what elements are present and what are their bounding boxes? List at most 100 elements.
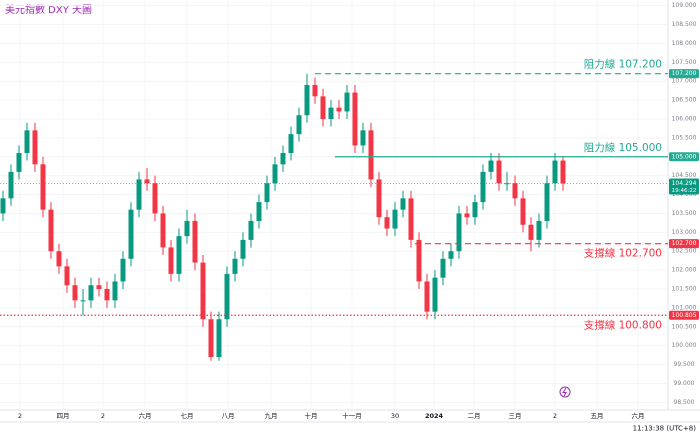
candle-body bbox=[280, 153, 286, 165]
x-tick-label: 七月 bbox=[181, 411, 194, 420]
y-tick-label: 104.500 bbox=[672, 172, 697, 179]
x-tick-label: 30 bbox=[391, 412, 399, 420]
candle-body bbox=[440, 258, 446, 278]
level-label: 阻力線 107.200 bbox=[584, 58, 662, 71]
x-tick-label: 十月 bbox=[305, 411, 318, 420]
candle-body bbox=[496, 160, 502, 184]
candle-body bbox=[288, 134, 294, 153]
candle-body bbox=[192, 221, 198, 263]
x-tick-label: 八月 bbox=[222, 412, 235, 420]
candle-body bbox=[160, 213, 166, 248]
y-tick-label: 106.500 bbox=[672, 97, 697, 104]
y-tick-label: 99.500 bbox=[674, 361, 695, 368]
candle-body bbox=[424, 281, 430, 312]
candle-body bbox=[448, 251, 454, 259]
candle-body bbox=[48, 209, 54, 252]
y-tick-label: 103.500 bbox=[672, 210, 697, 217]
candle-body bbox=[456, 213, 462, 252]
candle-body bbox=[352, 92, 358, 146]
x-tick-label: 九月 bbox=[265, 411, 278, 420]
x-tick-label: 六月 bbox=[632, 411, 645, 420]
candle-body bbox=[232, 258, 238, 274]
y-tick-label: 102.500 bbox=[672, 248, 697, 255]
candle-body bbox=[112, 281, 118, 301]
candle-body bbox=[368, 130, 374, 180]
level-axis-tag bbox=[669, 69, 699, 79]
candle-body bbox=[344, 92, 350, 112]
candle-body bbox=[400, 198, 406, 210]
x-tick-label: 2 bbox=[553, 412, 557, 420]
candle-body bbox=[208, 319, 214, 357]
candle-body bbox=[152, 183, 158, 214]
x-tick-label: 十一月 bbox=[342, 411, 362, 420]
x-tick-label: 六月 bbox=[139, 411, 152, 420]
current-price-label: 104.294 bbox=[672, 180, 697, 187]
level-label: 支撐線 100.800 bbox=[584, 318, 662, 331]
candle-body bbox=[520, 198, 526, 225]
candle-body bbox=[408, 198, 414, 240]
level-axis-tag-label: 105.000 bbox=[672, 153, 697, 160]
candle-body bbox=[472, 202, 478, 218]
candle-body bbox=[560, 160, 566, 184]
candle-body bbox=[200, 262, 206, 320]
y-tick-label: 107.500 bbox=[672, 59, 697, 66]
y-tick-label: 108.000 bbox=[672, 40, 697, 47]
candle-body bbox=[488, 160, 494, 172]
candle-body bbox=[240, 239, 246, 259]
level-axis-tag bbox=[669, 310, 699, 320]
level-label: 阻力線 105.000 bbox=[584, 141, 662, 154]
candle-body bbox=[512, 183, 518, 199]
candle-body bbox=[320, 96, 326, 119]
event-icon[interactable] bbox=[559, 386, 571, 398]
candle-body bbox=[536, 221, 542, 240]
candle-body bbox=[384, 217, 390, 229]
y-tick-label: 102.000 bbox=[672, 267, 697, 274]
y-tick-label: 98.500 bbox=[674, 399, 695, 406]
candle-body bbox=[272, 164, 278, 184]
candle-body bbox=[64, 266, 70, 286]
candle-body bbox=[168, 247, 174, 274]
y-tick-label: 101.500 bbox=[672, 286, 697, 293]
candle-body bbox=[544, 183, 550, 221]
current-price-tag bbox=[669, 178, 699, 195]
level-axis-tag-label: 100.805 bbox=[672, 312, 697, 319]
candle-body bbox=[88, 285, 94, 301]
level-axis-tag bbox=[669, 239, 699, 249]
current-price-countdown: 19:46:22 bbox=[672, 188, 697, 194]
y-tick-label: 105.500 bbox=[672, 134, 697, 141]
candle-body bbox=[136, 179, 142, 210]
candle-body bbox=[336, 107, 342, 112]
y-tick-label: 108.500 bbox=[672, 21, 697, 28]
candle-body bbox=[552, 160, 558, 184]
candle-body bbox=[40, 164, 46, 210]
candle-body bbox=[128, 209, 134, 259]
candle-body bbox=[256, 202, 262, 221]
x-tick-label: 2024 bbox=[425, 412, 444, 420]
event-icon-bolt bbox=[562, 387, 567, 397]
candle-body bbox=[264, 183, 270, 203]
candle-body bbox=[432, 277, 438, 312]
x-tick-label: 三月 bbox=[509, 412, 522, 420]
candle-body bbox=[328, 107, 334, 119]
candle-body bbox=[376, 179, 382, 218]
candle-body bbox=[32, 130, 38, 165]
candle-body bbox=[224, 273, 230, 320]
level-axis-tag-label: 107.200 bbox=[672, 70, 697, 77]
y-tick-label: 106.000 bbox=[672, 116, 697, 123]
candle-body bbox=[16, 153, 22, 172]
y-tick-label: 101.000 bbox=[672, 304, 697, 311]
x-tick-label: 二月 bbox=[468, 412, 481, 420]
y-tick-label: 99.000 bbox=[674, 380, 695, 387]
candle-body bbox=[0, 198, 6, 214]
timestamp: 11:13:38 (UTC+8) bbox=[633, 425, 697, 433]
candle-body bbox=[96, 285, 102, 289]
candle-body bbox=[304, 85, 310, 116]
candle-body bbox=[248, 221, 254, 240]
candle-body bbox=[184, 221, 190, 237]
y-tick-label: 107.000 bbox=[672, 78, 697, 85]
candle-body bbox=[312, 85, 318, 97]
x-tick-label: 四月 bbox=[57, 412, 70, 420]
y-tick-label: 103.000 bbox=[672, 229, 697, 236]
